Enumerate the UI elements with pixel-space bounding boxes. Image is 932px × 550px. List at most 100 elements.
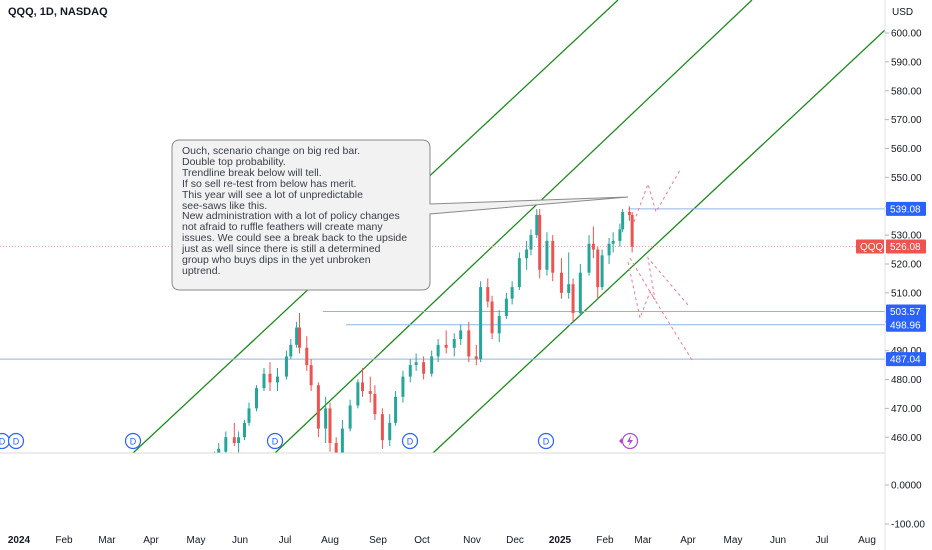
horizontal-levels[interactable] <box>0 208 885 360</box>
candle-body <box>243 422 246 438</box>
earnings-lightning-icon[interactable] <box>619 432 639 450</box>
candle <box>571 278 575 322</box>
candle <box>600 249 604 290</box>
candle-body <box>356 382 360 406</box>
candle <box>618 223 622 247</box>
candle <box>430 350 434 377</box>
candle <box>217 443 221 453</box>
dividend-marker-letter: D <box>272 437 279 447</box>
dividend-marker-circle[interactable] <box>7 432 25 450</box>
price-axis[interactable]: 600.00590.00580.00570.00560.00550.00540.… <box>885 29 925 531</box>
candle-body <box>571 284 575 314</box>
level-price-label: 539.08 <box>886 201 926 216</box>
candle <box>467 321 471 363</box>
candle-body <box>545 240 549 270</box>
note-callout[interactable] <box>171 139 629 291</box>
candle-body <box>295 327 299 345</box>
candle <box>305 336 309 371</box>
candle <box>368 376 372 403</box>
price-tick-label: 600.00 <box>891 29 922 40</box>
candle-body <box>510 287 514 299</box>
dividend-marker-letter: D <box>130 437 137 447</box>
candle <box>621 209 625 233</box>
candle <box>630 212 634 253</box>
time-tick-label: Jul <box>816 535 829 546</box>
candle <box>474 344 478 366</box>
price-label-text: 526.08 <box>890 242 921 253</box>
candle <box>591 226 595 259</box>
candle-body <box>232 437 236 444</box>
price-tick-label: 590.00 <box>891 57 922 68</box>
candle-body <box>538 214 542 270</box>
price-tick-label: -100.00 <box>891 520 925 531</box>
candle-series <box>213 206 634 453</box>
candle <box>401 370 405 403</box>
candle <box>247 402 251 426</box>
candle-body <box>224 437 228 452</box>
candle <box>348 399 352 432</box>
candle <box>394 391 398 426</box>
candle-body <box>618 229 622 241</box>
candle <box>452 333 456 357</box>
candle <box>316 382 320 438</box>
channel-line[interactable] <box>432 29 886 454</box>
time-tick-label: Jul <box>279 535 292 546</box>
note-callout-box[interactable] <box>171 139 629 291</box>
candle <box>535 209 539 239</box>
price-tick-label: 470.00 <box>891 404 922 415</box>
price-tick-label: 480.00 <box>891 375 922 386</box>
dividend-marker[interactable]: D <box>7 432 25 450</box>
dividend-marker[interactable]: D <box>537 432 555 450</box>
dividend-marker[interactable]: D <box>401 432 419 450</box>
projection-path[interactable] <box>629 256 689 306</box>
candle <box>596 246 600 299</box>
time-tick-label: Dec <box>506 535 524 546</box>
time-tick-label: Feb <box>596 535 614 546</box>
dividend-marker-circle[interactable] <box>124 432 142 450</box>
dividend-marker[interactable]: D <box>266 432 284 450</box>
price-label-bg <box>886 304 926 319</box>
time-tick-label: Mar <box>634 535 652 546</box>
candle <box>298 313 302 354</box>
candle-body <box>459 330 463 340</box>
candle-body <box>452 339 456 348</box>
candle-body <box>607 243 611 256</box>
time-tick-label: Nov <box>463 535 481 546</box>
dividend-marker-letter: D <box>407 437 414 447</box>
dividend-marker-circle[interactable] <box>401 432 419 450</box>
candle <box>276 367 279 392</box>
dividend-marker-circle[interactable] <box>266 432 284 450</box>
candle-body <box>578 272 582 314</box>
time-axis[interactable]: 2024 Feb Mar Apr May Jun Jul Aug Sep Oct Nov Dec 202… <box>8 535 876 546</box>
price-tick-label: 530.00 <box>891 231 922 242</box>
candle-body <box>368 391 372 394</box>
candle <box>444 330 448 354</box>
projection-paths[interactable] <box>627 169 693 361</box>
dividend-marker[interactable]: D <box>124 432 142 450</box>
time-tick-label: Mar <box>98 535 116 546</box>
dividend-marker-letter: D <box>543 437 550 447</box>
dividend-marker-letter: D <box>13 437 20 447</box>
candle-body <box>422 362 426 374</box>
candle-body <box>217 448 221 453</box>
projection-path[interactable] <box>633 169 681 223</box>
time-tick-label: Feb <box>55 535 73 546</box>
time-tick-label: 2024 <box>8 535 31 546</box>
symbol-tag-bg <box>856 239 884 254</box>
level-price-label: 503.57 <box>886 304 926 319</box>
candle-body <box>298 327 302 348</box>
candle <box>295 321 299 348</box>
candle <box>459 324 463 345</box>
candle-body <box>596 249 600 288</box>
candle <box>243 419 246 441</box>
candle <box>328 402 332 452</box>
dividend-marker-circle[interactable] <box>537 432 555 450</box>
candle <box>224 431 228 453</box>
candle <box>232 422 236 446</box>
candle <box>559 258 563 299</box>
time-tick-label: 2025 <box>549 535 572 546</box>
candle-body <box>247 408 251 423</box>
channel-line[interactable] <box>274 0 753 454</box>
candle-body <box>430 356 434 374</box>
